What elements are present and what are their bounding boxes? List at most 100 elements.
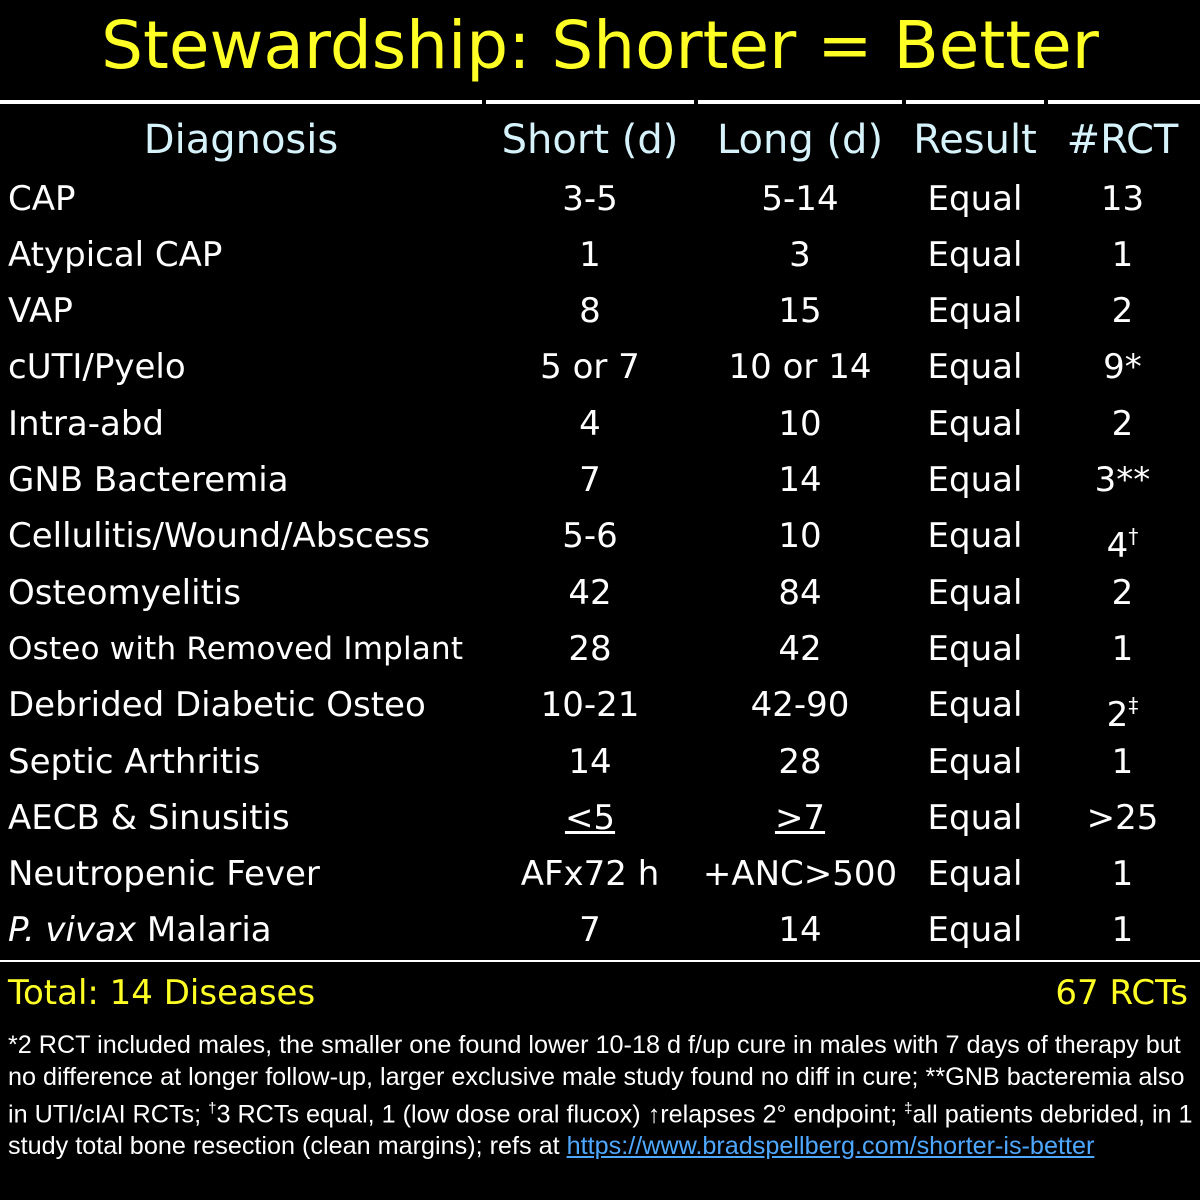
table-row: Septic Arthritis 14 28 Equal 1	[0, 734, 1200, 790]
diagnosis-cell: Septic Arthritis	[8, 742, 261, 782]
double-dagger-mark: ‡	[1128, 693, 1139, 717]
footnote: *2 RCT included males, the smaller one f…	[8, 1030, 1193, 1162]
diagnosis-cell: Debrided Diabetic Osteo	[8, 685, 426, 725]
short-cell: 7	[579, 460, 601, 500]
total-diseases: Total: 14 Diseases	[8, 973, 316, 1013]
table-row: Atypical CAP 1 3 Equal 1	[0, 227, 1200, 283]
long-value: >7	[774, 798, 826, 838]
table-row: Debrided Diabetic Osteo 10-21 42-90 Equa…	[0, 677, 1200, 735]
double-dagger-mark: ‡	[904, 1100, 913, 1117]
table-row: Osteo with Removed Implant 28 42 Equal 1	[0, 621, 1200, 677]
long-cell: >7	[700, 790, 900, 846]
rct-cell: 2‡	[1050, 677, 1195, 735]
refs-link[interactable]: https://www.bradspellberg.com/shorter-is…	[566, 1131, 1095, 1160]
diagnosis-cell: CAP	[8, 179, 76, 219]
result-cell: Equal	[927, 516, 1023, 556]
rct-cell: 1	[1111, 629, 1134, 669]
diagnosis-cell: VAP	[8, 291, 73, 331]
result-cell: Equal	[927, 347, 1023, 387]
short-value: <5	[564, 798, 616, 838]
result-cell: Equal	[927, 573, 1023, 613]
long-cell: 3	[789, 235, 811, 275]
dagger-mark: †	[208, 1100, 217, 1117]
result-cell: Equal	[927, 798, 1023, 838]
long-cell: 84	[778, 573, 822, 613]
table-row: CAP 3-5 5-14 Equal 13	[0, 171, 1200, 227]
result-cell: Equal	[927, 854, 1023, 894]
long-cell: 15	[778, 291, 822, 331]
diagnosis-cell: AECB & Sinusitis	[8, 798, 290, 838]
table-row: GNB Bacteremia 7 14 Equal 3**	[0, 452, 1200, 508]
short-cell: <5	[490, 790, 690, 846]
long-cell: 14	[778, 910, 822, 950]
header-result: Result	[913, 117, 1037, 163]
dagger-mark: †	[1128, 524, 1139, 548]
short-cell: 7	[579, 910, 601, 950]
long-cell: 5-14	[761, 179, 839, 219]
short-cell: 8	[579, 291, 601, 331]
diagnosis-cell: Osteomyelitis	[8, 573, 242, 613]
diagnosis-cell: Atypical CAP	[8, 235, 223, 275]
footnote-part2: 3 RCTs equal, 1 (low dose oral flucox)	[216, 1100, 648, 1129]
header-diagnosis: Diagnosis	[143, 117, 339, 163]
total-rcts: 67 RCTs	[1055, 973, 1188, 1013]
short-cell: 14	[568, 742, 612, 782]
footnote-part4: all patients debrided, in 1 study total …	[8, 1100, 1193, 1160]
table-row: Intra-abd 4 10 Equal 2	[0, 396, 1200, 452]
rct-cell: 9*	[1103, 347, 1142, 387]
rct-cell: 1	[1111, 910, 1134, 950]
rct-cell: 2	[1111, 573, 1134, 613]
rct-cell: 4†	[1050, 508, 1195, 566]
short-cell: 3-5	[562, 179, 618, 219]
table-row: Cellulitis/Wound/Abscess 5-6 10 Equal 4†	[0, 508, 1200, 566]
short-cell: 5-6	[562, 516, 618, 556]
short-cell: AFx72 h	[520, 854, 660, 894]
result-cell: Equal	[927, 460, 1023, 500]
header-rule	[698, 100, 902, 104]
diagnosis-cell: cUTI/Pyelo	[8, 347, 186, 387]
table-row: AECB & Sinusitis <5 >7 Equal >25	[0, 790, 1200, 846]
short-cell: 28	[568, 629, 612, 669]
diagnosis-cell: Osteo with Removed Implant	[8, 631, 464, 667]
long-cell: +ANC>500	[702, 854, 898, 894]
result-cell: Equal	[927, 742, 1023, 782]
table-bottom-rule	[0, 960, 1200, 962]
diagnosis-cell: P. vivax Malaria	[8, 902, 272, 958]
diagnosis-cell: Intra-abd	[8, 404, 164, 444]
disease-name: Malaria	[136, 910, 272, 950]
rct-cell: 1	[1111, 742, 1134, 782]
diagnosis-cell: Neutropenic Fever	[8, 854, 320, 894]
result-cell: Equal	[927, 235, 1023, 275]
table-row: Neutropenic Fever AFx72 h +ANC>500 Equal…	[0, 846, 1200, 902]
header-rct: #RCT	[1066, 117, 1179, 163]
short-cell: 5 or 7	[540, 347, 640, 387]
header-rule	[0, 100, 482, 104]
result-cell: Equal	[927, 404, 1023, 444]
header-long: Long (d)	[716, 117, 884, 163]
header-short: Short (d)	[501, 117, 679, 163]
table-row: P. vivax Malaria 7 14 Equal 1	[0, 902, 1200, 958]
result-cell: Equal	[927, 685, 1023, 725]
result-cell: Equal	[927, 629, 1023, 669]
rct-cell: 3**	[1094, 460, 1151, 500]
header-rule	[1048, 100, 1200, 104]
footnote-part3: relapses 2° endpoint;	[660, 1100, 905, 1129]
rct-cell: 2	[1111, 291, 1134, 331]
table-row: VAP 8 15 Equal 2	[0, 283, 1200, 339]
long-cell: 42-90	[750, 685, 850, 725]
species-name: P. vivax	[8, 910, 137, 950]
diagnosis-cell: Cellulitis/Wound/Abscess	[8, 516, 431, 556]
footnote-part1: *2 RCT included males, the smaller one f…	[8, 1031, 1185, 1129]
long-cell: 10	[778, 404, 822, 444]
page-title: Stewardship: Shorter = Better	[101, 7, 1099, 84]
long-cell: 14	[778, 460, 822, 500]
short-cell: 4	[579, 404, 601, 444]
short-cell: 10-21	[540, 685, 640, 725]
up-arrow-icon: ↑	[647, 1100, 661, 1129]
short-cell: 42	[568, 573, 612, 613]
long-cell: 10	[778, 516, 822, 556]
header-rule	[486, 100, 694, 104]
short-cell: 1	[579, 235, 601, 275]
long-cell: 42	[778, 629, 822, 669]
rct-cell: 2	[1111, 404, 1134, 444]
